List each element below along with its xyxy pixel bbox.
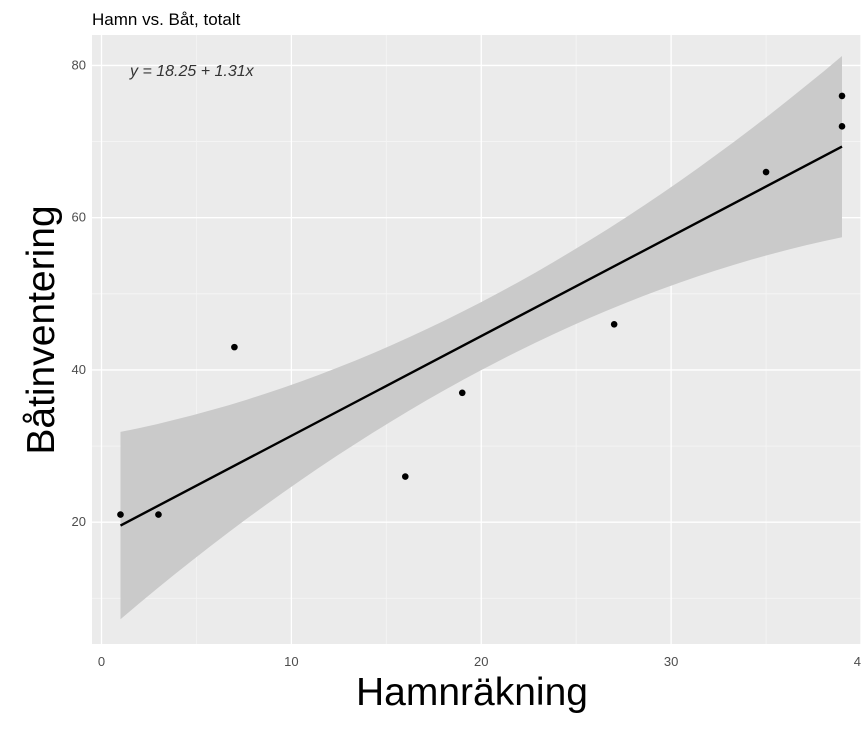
data-point xyxy=(401,473,409,480)
chart-title: Hamn vs. Båt, totalt xyxy=(92,10,241,29)
y-tick-label: 60 xyxy=(72,210,86,225)
x-tick-label: 20 xyxy=(474,654,488,669)
data-point xyxy=(762,168,770,176)
x-tick-label: 30 xyxy=(664,654,678,669)
data-point xyxy=(231,343,238,351)
y-tick-label: 80 xyxy=(72,57,86,72)
data-point xyxy=(155,511,162,518)
y-axis-ticks: 20 40 60 80 xyxy=(72,57,86,529)
data-point xyxy=(458,389,466,397)
data-point xyxy=(117,511,124,518)
data-point xyxy=(838,123,846,130)
confidence-band xyxy=(120,56,842,620)
y-tick-label: 40 xyxy=(72,362,86,377)
regression-line xyxy=(119,145,843,527)
x-tick-label: 0 xyxy=(98,654,105,669)
data-point xyxy=(610,320,618,328)
y-tick-label: 20 xyxy=(72,514,86,529)
x-tick-label: 40 xyxy=(854,654,861,669)
data-point xyxy=(838,92,846,100)
data-points xyxy=(117,92,846,518)
regression-equation: y = 18.25 + 1.31x xyxy=(129,63,255,80)
x-axis-title: Hamnräkning xyxy=(356,671,588,714)
x-tick-label: 10 xyxy=(284,654,298,669)
y-axis-title: Båtinventering xyxy=(20,205,63,454)
x-axis-ticks: 0 10 20 30 40 xyxy=(98,654,861,669)
